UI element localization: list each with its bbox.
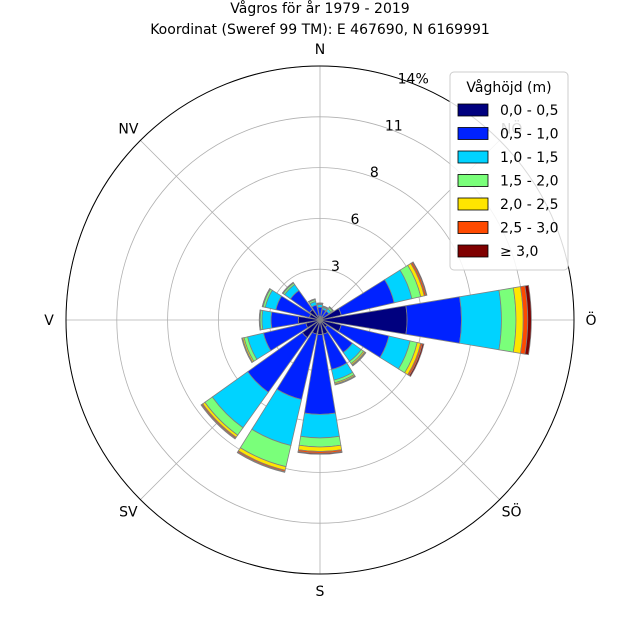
- bar-NÖ-6: [328, 306, 334, 312]
- chart-subtitle: Koordinat (Sweref 99 TM): E 467690, N 61…: [150, 22, 490, 38]
- bar-Ö-6: [524, 284, 532, 356]
- bar-S-2: [300, 412, 340, 439]
- legend-label-2: 1,0 - 1,5: [500, 150, 558, 166]
- legend-label-5: 2,5 - 3,0: [500, 221, 558, 237]
- legend-label-3: 1,5 - 2,0: [500, 174, 558, 190]
- bar-ÖSÖ-6: [408, 343, 425, 378]
- legend-swatch-6: [457, 244, 489, 258]
- legend-swatch-2: [457, 150, 489, 164]
- direction-label-7: NV: [118, 121, 138, 137]
- axis-labels: NNÖÖSÖSSVVNV3681114%: [44, 42, 596, 600]
- bar-V-6: [258, 309, 261, 331]
- legend-label-0: 0,0 - 0,5: [500, 103, 558, 119]
- legend-swatch-0: [457, 103, 489, 117]
- direction-label-2: Ö: [585, 311, 596, 329]
- direction-label-6: V: [44, 313, 54, 329]
- direction-label-3: SÖ: [502, 503, 522, 521]
- bar-SSV-6: [236, 451, 286, 473]
- legend-title: Våghöjd (m): [466, 79, 551, 96]
- bar-ÖNÖ-6: [411, 261, 428, 296]
- legend-label-6: ≥ 3,0: [500, 244, 538, 260]
- legend-swatch-3: [457, 174, 489, 187]
- outer-axis-circle: [65, 65, 575, 575]
- radial-tick-label-4: 14%: [398, 71, 429, 87]
- radial-tick-label-3: 11: [385, 118, 403, 134]
- bar-V-2: [261, 310, 273, 330]
- bar-S-6: [297, 451, 343, 455]
- direction-label-5: SV: [119, 505, 138, 521]
- rose-bars: [200, 261, 532, 473]
- legend-swatch-1: [457, 127, 489, 140]
- bar-S-3: [298, 435, 342, 448]
- bar-NNV-6: [307, 298, 316, 303]
- direction-label-4: S: [316, 584, 325, 600]
- bar-VNV-6: [261, 288, 271, 308]
- bar-Ö-1: [405, 296, 462, 344]
- bar-SV-6: [200, 404, 236, 440]
- bar-VSV-6: [241, 337, 253, 364]
- chart-title: Vågros för år 1979 - 2019: [230, 0, 409, 17]
- legend-swatch-5: [457, 221, 489, 234]
- bar-SÖ-6: [351, 351, 367, 367]
- bar-Ö-2: [459, 289, 502, 351]
- direction-label-0: N: [315, 42, 325, 58]
- radial-tick-label-2: 8: [370, 165, 379, 181]
- bar-NNÖ-6: [322, 305, 329, 309]
- radial-tick-label-0: 3: [331, 259, 340, 275]
- legend: Våghöjd (m) 0,0 - 0,5 0,5 - 1,0 1,0 - 1,5 1…: [449, 71, 569, 271]
- legend-items: 0,0 - 0,5 0,5 - 1,0 1,0 - 1,5 1,5 - 2,0 2,0 …: [457, 103, 558, 260]
- radial-tick-label-1: 6: [350, 212, 359, 228]
- legend-label-1: 0,5 - 1,0: [500, 127, 558, 143]
- bar-SSÖ-6: [334, 375, 356, 386]
- bar-Ö-3: [498, 287, 517, 353]
- legend-label-4: 2,0 - 2,5: [500, 197, 558, 213]
- legend-swatch-4: [457, 197, 489, 211]
- bar-NV-6: [281, 281, 294, 294]
- legend-frame: [449, 71, 569, 271]
